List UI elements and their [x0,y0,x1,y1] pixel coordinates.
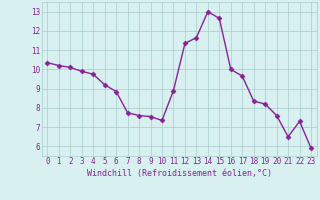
X-axis label: Windchill (Refroidissement éolien,°C): Windchill (Refroidissement éolien,°C) [87,169,272,178]
